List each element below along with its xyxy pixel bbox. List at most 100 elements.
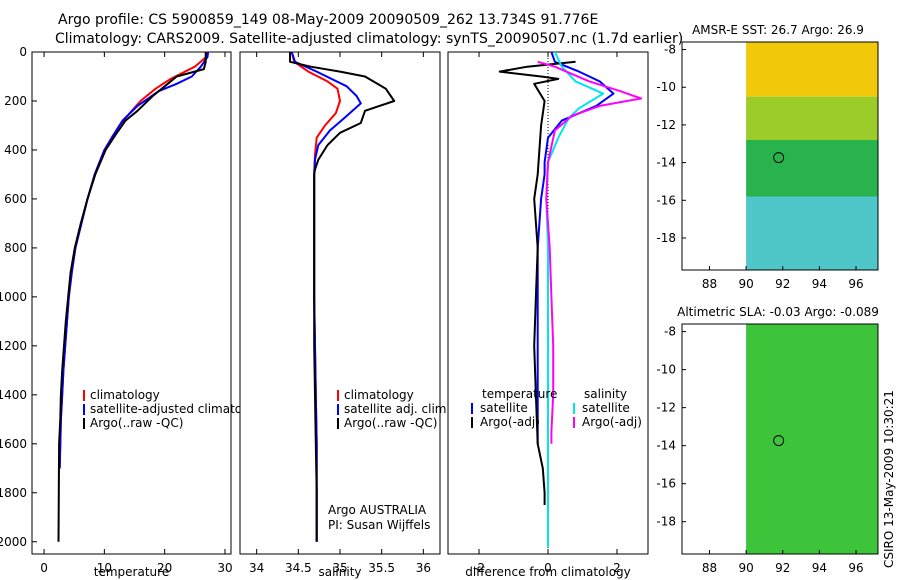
difference-legend-label: Argo(-adj) bbox=[480, 415, 540, 429]
sla-map-xtick-label: 96 bbox=[848, 561, 863, 575]
sla-map-ytick-label: -10 bbox=[656, 363, 676, 377]
temperature-axes-frame bbox=[31, 51, 232, 555]
sst-map-band-2 bbox=[746, 139, 878, 197]
difference-legend-label: salinity bbox=[584, 387, 627, 401]
sla-map-ytick-label: -8 bbox=[664, 325, 676, 339]
difference-legend-label: Argo(-adj) bbox=[582, 415, 642, 429]
salinity-xtick-label: 35 bbox=[332, 561, 347, 575]
difference-xtick-label: 2 bbox=[613, 561, 621, 575]
sst-map-ytick-label: -18 bbox=[656, 231, 676, 245]
sst-map-axes-frame bbox=[681, 41, 879, 271]
sla-map-argo-position-marker bbox=[773, 435, 785, 447]
sst-map-ytick-label: -10 bbox=[656, 80, 676, 94]
temperature-ytick-label: 1800 bbox=[0, 486, 27, 500]
salinity-legend-label: climatology bbox=[344, 388, 414, 402]
sla-map-ytick-label: -18 bbox=[656, 515, 676, 529]
temperature-ytick-label: 600 bbox=[4, 192, 27, 206]
sla-map-title: Altimetric SLA: -0.03 Argo: -0.089 bbox=[677, 305, 879, 319]
temperature-chart: 0 10 20 30 0 200 400 600 800 1000 1200 1400 1600 1800… bbox=[0, 45, 268, 579]
sst-map-xtick-label: 90 bbox=[738, 277, 753, 291]
difference-xtick-label: -2 bbox=[473, 561, 485, 575]
temperature-ytick-label: 1200 bbox=[0, 339, 27, 353]
sst-map-chart: AMSR-E SST: 26.7 Argo: 26.9 88 90 92 94 96 -8 -… bbox=[656, 23, 879, 291]
difference-xtick-label: 0 bbox=[544, 561, 552, 575]
temperature-legend-label: climatology bbox=[90, 388, 160, 402]
sst-map-xtick-label: 92 bbox=[775, 277, 790, 291]
sla-map-xtick-label: 90 bbox=[738, 561, 753, 575]
temperature-ytick-label: 800 bbox=[4, 241, 27, 255]
sst-map-title: AMSR-E SST: 26.7 Argo: 26.9 bbox=[692, 23, 864, 37]
temperature-ytick-label: 400 bbox=[4, 143, 27, 157]
sst-map-band-0 bbox=[746, 42, 878, 97]
temperature-series-2 bbox=[57, 52, 207, 542]
difference-legend-swatch bbox=[573, 403, 575, 414]
sst-map-xtick-label: 96 bbox=[848, 277, 863, 291]
temperature-xtick-label: 30 bbox=[217, 561, 232, 575]
sst-map-argo-position-marker bbox=[773, 152, 785, 164]
salinity-xtick-label: 34 bbox=[249, 561, 264, 575]
sst-map-band-1 bbox=[746, 96, 878, 140]
sst-map-xtick-label: 94 bbox=[812, 277, 827, 291]
salinity-legend-label: Argo(..raw -QC) bbox=[344, 416, 437, 430]
sst-map-ytick-label: -16 bbox=[656, 193, 676, 207]
temperature-ytick-label: 1000 bbox=[0, 290, 27, 304]
header-line1: Argo profile: CS 5900859_149 08-May-2009… bbox=[58, 12, 598, 28]
salinity-annotation: Argo AUSTRALIA bbox=[328, 503, 427, 517]
sst-map-band-3 bbox=[746, 196, 878, 270]
temperature-xlabel: temperature bbox=[94, 565, 169, 579]
temperature-legend-swatch bbox=[83, 390, 85, 401]
sst-map-ytick-label: -14 bbox=[656, 156, 676, 170]
sst-map-ytick-label: -12 bbox=[656, 118, 676, 132]
temperature-ytick-label: 200 bbox=[4, 94, 27, 108]
sla-map-ytick-label: -12 bbox=[656, 401, 676, 415]
sla-map-chart: Altimetric SLA: -0.03 Argo: -0.089 88 90 92… bbox=[656, 305, 879, 575]
temperature-ytick-label: 2000 bbox=[0, 535, 27, 549]
temperature-legend-swatch bbox=[83, 404, 85, 415]
temperature-xtick-label: 0 bbox=[40, 561, 48, 575]
salinity-xtick-label: 35.5 bbox=[368, 561, 395, 575]
sst-map-ytick-label: -8 bbox=[664, 43, 676, 57]
sla-map-ytick-label: -16 bbox=[656, 477, 676, 491]
sla-map-ytick-label: -14 bbox=[656, 439, 676, 453]
difference-series-1 bbox=[498, 60, 576, 505]
sst-map-xtick-label: 88 bbox=[702, 277, 717, 291]
temperature-ytick-label: 0 bbox=[19, 45, 27, 59]
salinity-legend-label: satellite adj. clim. bbox=[344, 402, 450, 416]
sla-map-xtick-label: 88 bbox=[702, 561, 717, 575]
temperature-legend-swatch bbox=[83, 418, 85, 429]
difference-legend-swatch bbox=[471, 417, 473, 428]
temperature-xtick-label: 10 bbox=[97, 561, 112, 575]
difference-xlabel: difference from climatology bbox=[465, 565, 631, 579]
difference-legend-label: satellite bbox=[480, 401, 528, 415]
salinity-legend-swatch bbox=[337, 390, 339, 401]
salinity-legend-swatch bbox=[337, 418, 339, 429]
temperature-ytick-label: 1400 bbox=[0, 388, 27, 402]
difference-series-3 bbox=[537, 60, 643, 444]
footer-stamp: CSIRO 13-May-2009 10:30:21 bbox=[882, 390, 896, 568]
sla-map-xtick-label: 94 bbox=[812, 561, 827, 575]
charts-group: 0 10 20 30020040060080010001200140016001800… bbox=[0, 23, 879, 579]
salinity-axes-frame bbox=[239, 51, 441, 555]
difference-legend-label: temperature bbox=[482, 387, 557, 401]
difference-series-0 bbox=[536, 51, 615, 444]
temperature-xtick-label: 20 bbox=[157, 561, 172, 575]
difference-legend-label: satellite bbox=[582, 401, 630, 415]
header-line2: Climatology: CARS2009. Satellite-adjuste… bbox=[55, 31, 683, 47]
salinity-xtick-label: 36 bbox=[416, 561, 431, 575]
temperature-legend-label: Argo(..raw -QC) bbox=[90, 416, 183, 430]
salinity-xlabel: salinity bbox=[318, 565, 361, 579]
difference-legend-swatch bbox=[471, 403, 473, 414]
salinity-chart: 34 34.5 35 35.5 36 salinity climatologysatelli… bbox=[239, 51, 450, 579]
salinity-annotation: PI: Susan Wijffels bbox=[328, 518, 430, 532]
salinity-xtick-label: 34.5 bbox=[285, 561, 312, 575]
sla-map-axes-frame bbox=[681, 323, 879, 555]
sla-map-band-0 bbox=[746, 324, 878, 554]
salinity-legend-swatch bbox=[337, 404, 339, 415]
salinity-series-2 bbox=[289, 52, 396, 542]
temperature-ytick-label: 1600 bbox=[0, 437, 27, 451]
difference-legend-swatch bbox=[573, 417, 575, 428]
temperature-legend-label: satellite-adjusted climatology bbox=[90, 402, 268, 416]
sla-map-xtick-label: 92 bbox=[775, 561, 790, 575]
